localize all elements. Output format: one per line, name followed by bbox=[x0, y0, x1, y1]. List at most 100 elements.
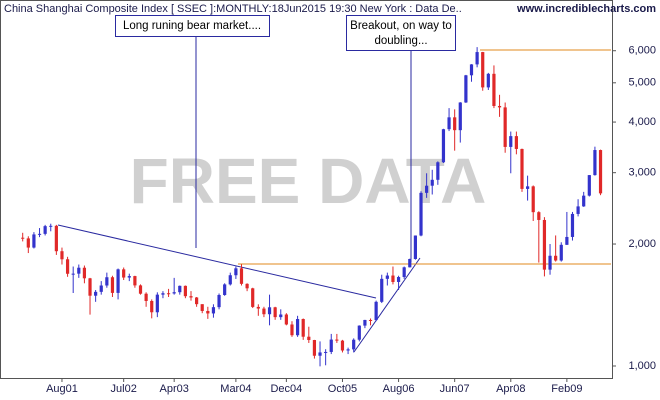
candle-body bbox=[554, 255, 558, 261]
candle-body bbox=[565, 236, 569, 245]
candle-body bbox=[138, 285, 143, 294]
candle-body bbox=[183, 285, 187, 297]
y-tick-label: 4,000 bbox=[628, 116, 656, 128]
candle-body bbox=[150, 300, 154, 313]
candle-body bbox=[413, 235, 417, 259]
source: www.incrediblecharts.com bbox=[516, 3, 656, 15]
candle-body bbox=[380, 278, 384, 302]
candle-body bbox=[391, 275, 395, 282]
candle-body bbox=[458, 102, 462, 131]
candle-body bbox=[178, 285, 182, 293]
candle-body bbox=[110, 277, 115, 293]
candle-body bbox=[211, 307, 216, 314]
candle-body bbox=[475, 52, 479, 65]
candle-body bbox=[99, 285, 103, 292]
candle-body bbox=[430, 179, 434, 186]
x-tick-label: Apr03 bbox=[159, 383, 188, 395]
candle-body bbox=[133, 276, 137, 286]
candle-body bbox=[340, 340, 345, 351]
plot-frame bbox=[0, 0, 613, 379]
x-tick-label: Feb09 bbox=[551, 383, 582, 395]
y-tick-label: 2,000 bbox=[628, 238, 656, 250]
candle-body bbox=[598, 150, 603, 194]
chart-title: China Shanghai Composite Index [ SSEC ]:… bbox=[4, 3, 462, 15]
x-tick-label: Aug01 bbox=[46, 383, 78, 395]
candle-body bbox=[492, 73, 496, 106]
x-tick-label: Jul02 bbox=[111, 383, 137, 395]
candle-body bbox=[200, 304, 204, 311]
candle-body bbox=[256, 306, 260, 309]
candle-body bbox=[295, 319, 300, 336]
candle-body bbox=[206, 310, 210, 314]
annotation: Breakout, on way to bbox=[350, 20, 452, 32]
candle-body bbox=[262, 308, 266, 315]
candle-body bbox=[166, 293, 171, 295]
candle-body bbox=[497, 105, 502, 108]
candle-body bbox=[329, 339, 333, 352]
candle-body bbox=[94, 291, 98, 296]
candle-body bbox=[122, 269, 126, 278]
candle-body bbox=[486, 73, 490, 88]
candle-body bbox=[576, 206, 580, 214]
candle-body bbox=[49, 225, 53, 227]
candle-body bbox=[324, 351, 328, 353]
candle-body bbox=[172, 292, 176, 294]
candle-body bbox=[161, 293, 165, 295]
candle-body bbox=[469, 64, 474, 76]
candle-body bbox=[425, 185, 429, 193]
candle-body bbox=[245, 283, 249, 289]
candle-body bbox=[144, 293, 148, 301]
y-tick-label: 1,000 bbox=[628, 360, 656, 372]
x-tick-label: Aug06 bbox=[383, 383, 415, 395]
candle-body bbox=[396, 277, 401, 282]
candle-body bbox=[436, 162, 440, 180]
candle-body bbox=[26, 238, 30, 248]
candle-body bbox=[189, 296, 193, 298]
x-tick-label: Dec04 bbox=[270, 383, 302, 395]
candle-body bbox=[441, 129, 446, 163]
candle-body bbox=[374, 301, 378, 321]
candle-body bbox=[43, 226, 47, 234]
candle-body bbox=[127, 276, 131, 278]
y-tick-label: 3,000 bbox=[628, 167, 656, 179]
candle-body bbox=[587, 175, 591, 196]
candle-body bbox=[503, 107, 507, 147]
candle-body bbox=[481, 52, 485, 88]
candle-body bbox=[363, 319, 367, 326]
y-tick-label: 6,000 bbox=[628, 45, 656, 57]
candle-body bbox=[239, 268, 244, 284]
x-tick-label: Oct05 bbox=[328, 383, 357, 395]
candle-body bbox=[290, 324, 294, 336]
candle-body bbox=[582, 195, 586, 207]
candle-body bbox=[570, 213, 575, 237]
candle-body bbox=[368, 319, 373, 321]
candle-body bbox=[548, 255, 552, 270]
candle-body bbox=[60, 251, 64, 260]
candle-body bbox=[37, 233, 42, 235]
candle-body bbox=[526, 186, 530, 189]
candle-body bbox=[464, 75, 468, 103]
candle-body bbox=[273, 307, 277, 318]
x-tick-label: Apr08 bbox=[496, 383, 525, 395]
candle-body bbox=[32, 234, 36, 248]
candle-body bbox=[279, 314, 283, 318]
candle-body bbox=[312, 340, 317, 356]
candle-body bbox=[453, 117, 457, 131]
candle-body bbox=[537, 212, 541, 220]
trend-line bbox=[353, 257, 421, 353]
candle-body bbox=[520, 148, 524, 189]
candle-body bbox=[195, 297, 199, 305]
candle-body bbox=[105, 277, 109, 286]
annotation-box bbox=[115, 15, 270, 37]
candle-body bbox=[77, 267, 81, 274]
candle-body bbox=[267, 307, 272, 315]
candle-body bbox=[223, 284, 227, 295]
candle-body bbox=[352, 339, 356, 350]
candle-body bbox=[346, 349, 350, 351]
candle-body bbox=[234, 268, 238, 276]
candle-body bbox=[116, 269, 120, 293]
candle-body bbox=[419, 192, 423, 236]
candle-body bbox=[357, 325, 361, 340]
